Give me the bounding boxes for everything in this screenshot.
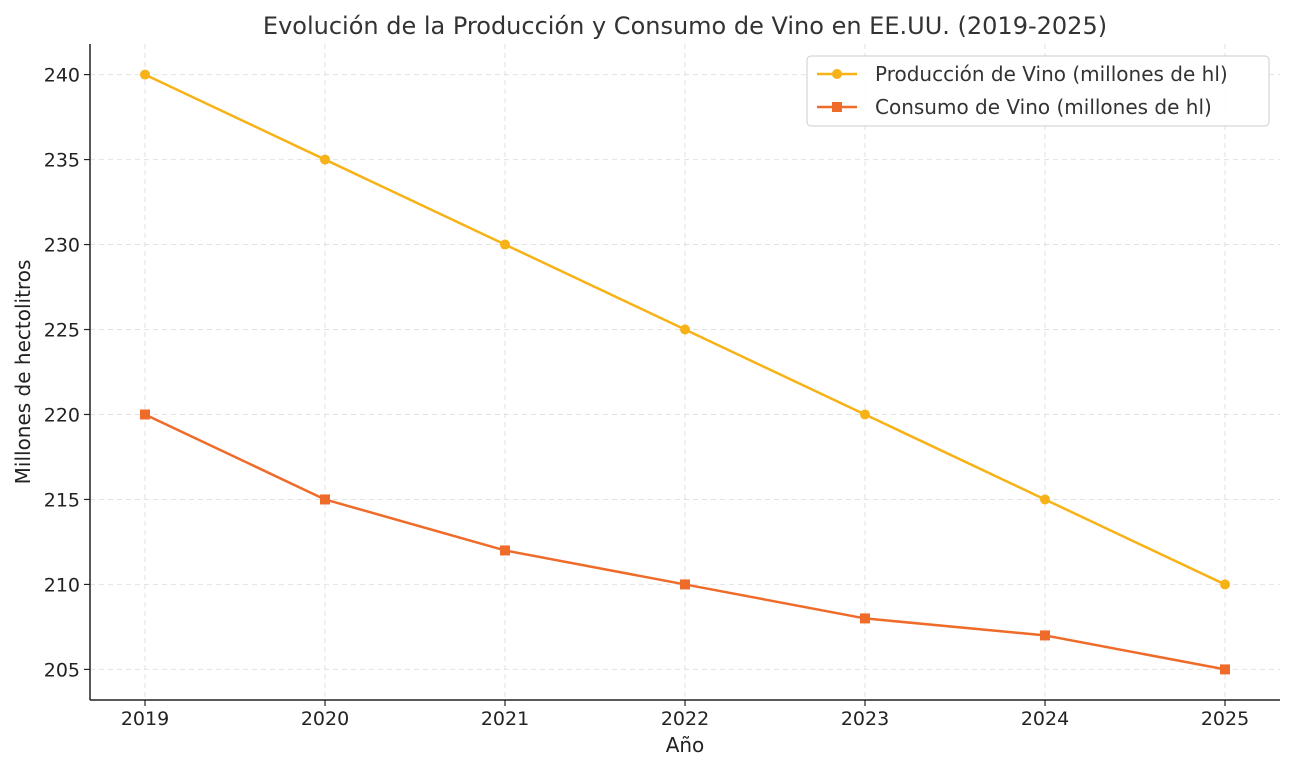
- y-tick-label: 230: [44, 235, 80, 257]
- x-tick-label: 2023: [841, 708, 889, 730]
- data-point-square: [1040, 630, 1050, 641]
- series-1: [140, 69, 1230, 590]
- data-point-circle: [680, 324, 690, 335]
- data-point-square: [860, 613, 870, 624]
- data-point-square: [680, 579, 690, 590]
- y-tick-label: 225: [44, 320, 80, 342]
- y-tick-label: 205: [44, 659, 80, 681]
- x-tick-label: 2025: [1201, 708, 1249, 730]
- data-point-square: [1220, 664, 1230, 675]
- y-tick-label: 235: [44, 150, 80, 172]
- data-point-circle: [1220, 579, 1230, 590]
- data-series: [140, 69, 1230, 675]
- chart-title: Evolución de la Producción y Consumo de …: [263, 12, 1107, 40]
- grid-lines: [90, 44, 1280, 700]
- legend-box: [806, 55, 1270, 127]
- legend-label: Producción de Vino (millones de hl): [875, 62, 1228, 86]
- legend: Producción de Vino (millones de hl) Consu…: [806, 55, 1270, 127]
- data-point-circle: [860, 409, 870, 420]
- x-tick-label: 2024: [1021, 708, 1069, 730]
- data-point-circle: [140, 69, 150, 80]
- x-tick-label: 2020: [301, 708, 349, 730]
- axes: 2019 2020 2021 2022 2023 2024 2025 205 210 215 220…: [44, 44, 1280, 730]
- legend-label: Consumo de Vino (millones de hl): [875, 95, 1212, 119]
- y-axis-label: Millones de hectolitros: [11, 260, 35, 485]
- data-point-circle: [1040, 494, 1050, 505]
- y-tick-label: 240: [44, 65, 80, 87]
- legend-marker-circle: [832, 69, 842, 79]
- y-tick-label: 215: [44, 489, 80, 511]
- data-point-square: [320, 494, 330, 505]
- series-2: [140, 409, 1230, 675]
- y-tick-label: 220: [44, 404, 80, 426]
- x-tick-label: 2021: [481, 708, 529, 730]
- data-point-square: [500, 545, 510, 556]
- x-tick-label: 2022: [661, 708, 709, 730]
- x-tick-label: 2019: [121, 708, 169, 730]
- data-point-circle: [320, 154, 330, 165]
- data-point-circle: [500, 239, 510, 250]
- legend-marker-square: [832, 102, 842, 112]
- data-point-square: [140, 409, 150, 420]
- y-tick-label: 210: [44, 574, 80, 596]
- x-axis-label: Año: [666, 733, 705, 757]
